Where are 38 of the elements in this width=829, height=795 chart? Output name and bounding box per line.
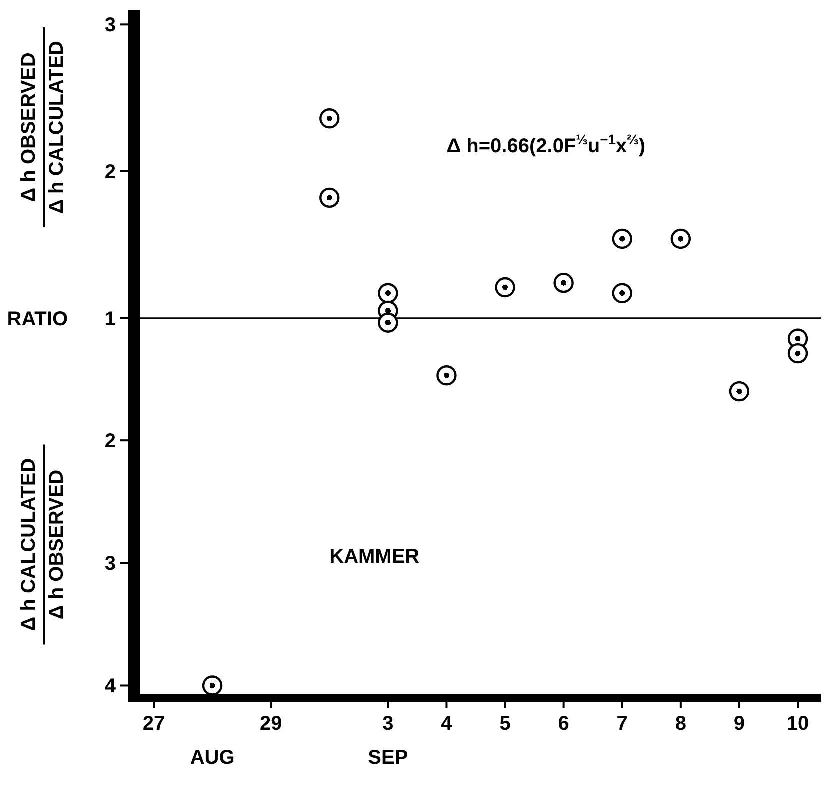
y-tick-label: 2	[104, 430, 116, 453]
text: Δ h OBSERVED	[18, 52, 40, 202]
x-tick-label: 6	[558, 713, 570, 735]
point	[554, 272, 574, 294]
point	[612, 228, 632, 250]
point	[495, 277, 516, 298]
text: Δ h CALCULATED	[18, 458, 40, 632]
x-tick-label: 8	[675, 713, 686, 735]
y-tick-label: 2	[104, 162, 116, 184]
point	[320, 108, 340, 129]
point	[320, 188, 340, 208]
x-tick-label: 3	[382, 713, 394, 735]
point	[729, 381, 750, 402]
annotation: Δ h=0.66(2.0F$^{⅓}$u$^{−1}$x$^{⅔}$)	[446, 131, 646, 158]
y-tick-label: 3	[104, 553, 116, 576]
point	[612, 283, 632, 304]
x-tick-label: 5	[500, 713, 511, 735]
text: AUG	[190, 747, 235, 769]
point	[378, 283, 398, 304]
point	[378, 312, 398, 334]
point	[670, 228, 692, 250]
x-tick-label: 9	[734, 713, 746, 735]
x-tick-label: 7	[616, 713, 628, 735]
y-tick-label: 4	[104, 676, 117, 698]
point	[202, 676, 223, 696]
y-tick-label: 3	[104, 14, 116, 37]
point	[436, 366, 457, 386]
y-tick-label: 1	[104, 308, 116, 330]
text: Δ h CALCULATED	[46, 41, 68, 214]
x-tick-label: 10	[786, 713, 810, 735]
point	[788, 343, 808, 364]
text: Δ h OBSERVED	[46, 470, 68, 620]
text: RATIO	[7, 308, 68, 330]
x-tick-label: 27	[142, 713, 166, 735]
annotation: KAMMER	[330, 546, 420, 568]
text: SEP	[368, 747, 408, 769]
x-tick-label: 4	[441, 713, 454, 735]
x-tick-label: 29	[260, 713, 282, 735]
